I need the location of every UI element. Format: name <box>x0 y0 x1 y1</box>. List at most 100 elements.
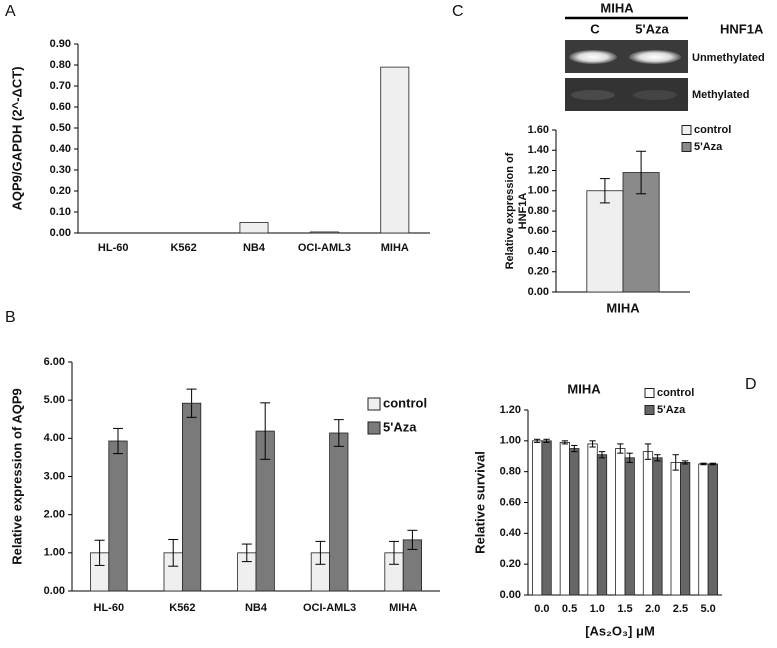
y-axis-label: Relative expression of AQP9 <box>9 388 24 565</box>
y-tick-label: 1.40 <box>528 144 549 156</box>
y-tick-label: 0.20 <box>528 266 549 278</box>
y-tick-label: 0.20 <box>500 558 521 570</box>
y-tick-label: 1.00 <box>528 185 549 197</box>
error-bar <box>315 540 326 565</box>
y-tick-label: 0.30 <box>50 164 71 176</box>
y-tick-label: 0.00 <box>528 286 549 298</box>
x-tick-label: MIHA <box>381 242 409 254</box>
gel-band <box>629 50 681 64</box>
legend-label: 5'Aza <box>383 419 417 434</box>
y-tick-label: 3.00 <box>44 470 65 482</box>
y-tick-label: 0.40 <box>50 143 71 155</box>
panel-letter: C <box>452 3 464 20</box>
legend-swatch <box>681 125 692 135</box>
panel-letter: B <box>5 309 16 326</box>
error-bar <box>644 443 652 460</box>
error-bar <box>589 440 596 448</box>
x-tick-label: HL-60 <box>94 602 125 614</box>
legend-swatch <box>644 405 655 415</box>
error-bar <box>168 538 179 567</box>
y-tick-label: 6.00 <box>44 356 65 368</box>
y-tick-label: 0.80 <box>500 466 521 478</box>
bar <box>680 462 691 596</box>
error-bar <box>617 443 624 454</box>
bar <box>670 462 681 596</box>
bar <box>587 443 598 596</box>
y-tick-label: 1.00 <box>44 547 65 559</box>
panel-letter: D <box>745 376 757 393</box>
y-tick-label: 2.00 <box>44 509 65 521</box>
bar <box>309 231 339 234</box>
error-bar <box>333 419 344 447</box>
y-tick-label: 0.40 <box>528 245 549 257</box>
error-bar <box>672 454 679 471</box>
gel-lane: 5'Aza <box>635 21 669 36</box>
y-tick-label: 0.90 <box>50 38 71 50</box>
error-bar <box>598 451 606 459</box>
error-bar <box>654 454 661 462</box>
x-tick-label: OCI-AML3 <box>303 602 356 614</box>
gel-band <box>569 50 617 64</box>
legend-swatch <box>367 397 381 411</box>
gel-row-label: Methylated <box>692 89 749 101</box>
y-tick-label: 0.00 <box>500 589 521 601</box>
bar <box>329 432 349 592</box>
bar <box>380 66 410 234</box>
legend-label: control <box>657 387 694 399</box>
x-axis-label: [As₂O₃] μM <box>585 623 655 638</box>
x-tick-label: 1.5 <box>617 603 632 615</box>
bar <box>532 440 543 596</box>
error-bar <box>543 438 550 443</box>
bar <box>698 463 709 596</box>
x-tick-label: 0.0 <box>534 603 549 615</box>
bar <box>642 451 654 596</box>
error-bar <box>260 402 271 460</box>
legend-label: control <box>383 395 427 410</box>
error-bar <box>599 178 610 204</box>
x-tick-label: 2.5 <box>673 603 688 615</box>
legend-swatch <box>644 388 655 398</box>
x-tick-label: OCI-AML3 <box>298 242 351 254</box>
y-axis-label: HNF1A <box>517 193 529 230</box>
gel-lane: C <box>590 21 600 36</box>
y-tick-label: 0.50 <box>50 122 71 134</box>
y-tick-label: 0.00 <box>50 227 71 239</box>
bar <box>596 454 608 596</box>
x-tick-label: 0.5 <box>562 603 577 615</box>
error-bar <box>571 444 578 453</box>
error-bar <box>700 462 707 466</box>
legend-label: 5'Aza <box>694 141 723 153</box>
y-tick-label: 1.60 <box>528 124 549 136</box>
gel-band <box>633 90 677 100</box>
bar <box>624 457 635 596</box>
error-bar <box>241 543 252 563</box>
x-tick-label: 5.0 <box>700 603 715 615</box>
x-tick-label: MIHA <box>606 300 640 315</box>
bar <box>181 402 202 592</box>
error-bar <box>534 438 541 443</box>
y-tick-label: 0.80 <box>528 205 549 217</box>
y-axis-label: Relative survival <box>472 451 487 554</box>
bar <box>652 457 663 596</box>
error-bar <box>561 440 569 445</box>
y-tick-label: 0.40 <box>500 527 521 539</box>
y-tick-label: 1.20 <box>500 404 521 416</box>
error-bar <box>113 427 123 455</box>
bar <box>586 190 624 293</box>
y-axis-label: AQP9/GAPDH (2^-ΔCT) <box>9 66 24 210</box>
gel-gene: HNF1A <box>720 21 764 36</box>
bar <box>239 222 269 234</box>
error-bar <box>407 529 418 550</box>
y-tick-label: 0.60 <box>50 101 71 113</box>
x-tick-label: K562 <box>169 602 195 614</box>
y-tick-label: 4.00 <box>44 432 65 444</box>
y-tick-label: 0.00 <box>44 585 65 597</box>
error-bar <box>681 460 689 465</box>
gel-band <box>571 90 615 100</box>
y-tick-label: 1.20 <box>528 164 549 176</box>
bar <box>541 440 552 596</box>
gel-row-label: Unmethylated <box>692 52 765 64</box>
error-bar <box>636 150 647 195</box>
legend-swatch <box>367 421 381 435</box>
